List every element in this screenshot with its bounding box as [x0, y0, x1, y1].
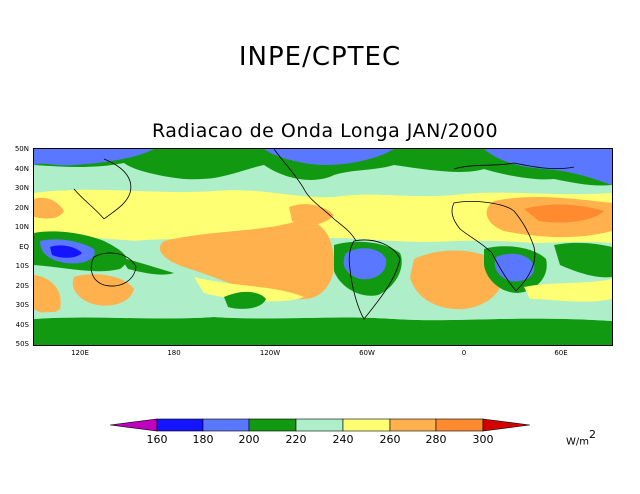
legend-swatch-200-220 [248, 418, 297, 432]
nh-orange-patch-west [34, 197, 64, 219]
legend-units: W/m2 [566, 428, 596, 448]
legend-swatch-280-300 [435, 418, 484, 432]
lon-label-60e: 60E [554, 349, 568, 357]
legend-swatch-below-160 [110, 418, 158, 432]
legend-label-160: 160 [146, 433, 168, 446]
lat-label-30n: 30N [14, 184, 29, 192]
australia-warm-patch [72, 274, 134, 306]
south-pacific-convergence-zone [120, 257, 174, 275]
nh-hot-core-sahara [524, 204, 604, 223]
legend-units-text: W/m [566, 436, 589, 448]
lat-label-20n: 20N [14, 204, 29, 212]
south-america-coastline [348, 239, 401, 320]
legend-units-exponent: 2 [589, 428, 596, 441]
north-low-olr-cells [34, 149, 612, 185]
southern-ocean-green-band [34, 317, 612, 345]
australia-coastline [90, 252, 137, 287]
south-pacific-green-cell [224, 291, 266, 309]
lon-label-60w: 60W [359, 349, 375, 357]
legend-label-300: 300 [472, 433, 494, 446]
southern-subtropical-yellow [194, 277, 612, 302]
legend-label-200: 200 [238, 433, 260, 446]
africa-coastline [451, 201, 536, 292]
europe-coastline [453, 162, 575, 170]
legend-swatch-260-280 [389, 418, 437, 432]
legend-swatch-160-180 [156, 418, 204, 432]
legend-label-240: 240 [332, 433, 354, 446]
lon-label-120e: 120E [71, 349, 89, 357]
legend-label-180: 180 [192, 433, 214, 446]
lat-label-30s: 30S [15, 301, 29, 309]
southern-ocean-mint-band [34, 311, 612, 321]
legend-label-220: 220 [285, 433, 307, 446]
lat-label-10s: 10S [15, 262, 29, 270]
lat-label-50n: 50N [14, 145, 29, 153]
lon-label-120w: 120W [259, 349, 281, 357]
lat-label-10n: 10N [14, 223, 29, 231]
legend-swatch-240-260 [342, 418, 391, 432]
legend-swatch-220-240 [295, 418, 344, 432]
pacific-warm-tongue [159, 219, 335, 300]
amazon-convection-core [343, 248, 387, 280]
asia-coastline [73, 158, 132, 220]
southwest-warm-patch [34, 275, 61, 314]
maritime-continent-peak [50, 245, 82, 258]
map-title: Radiacao de Onda Longa JAN/2000 [151, 120, 499, 142]
nh-mint-band [34, 163, 612, 198]
olr-map [33, 148, 613, 346]
legend-swatch-above-300 [482, 418, 530, 432]
lat-label-eq: EQ [19, 243, 29, 251]
lat-label-50s: 50S [15, 340, 29, 348]
north-america-coastline [273, 149, 357, 242]
legend-swatch-180-200 [202, 418, 250, 432]
southern-africa-core [494, 253, 535, 282]
page-title: INPE/CPTEC [238, 42, 402, 72]
legend-label-280: 280 [425, 433, 447, 446]
lon-label-180: 180 [167, 349, 181, 357]
legend-color-bar [110, 418, 530, 432]
indian-ocean-convection [554, 242, 612, 278]
lat-label-40n: 40N [14, 165, 29, 173]
lon-label-0: 0 [461, 349, 467, 357]
south-atlantic-warm-core [410, 250, 504, 310]
legend-label-260: 260 [379, 433, 401, 446]
olr-field [34, 149, 612, 345]
lat-label-40s: 40S [15, 321, 29, 329]
lat-label-20s: 20S [15, 282, 29, 290]
